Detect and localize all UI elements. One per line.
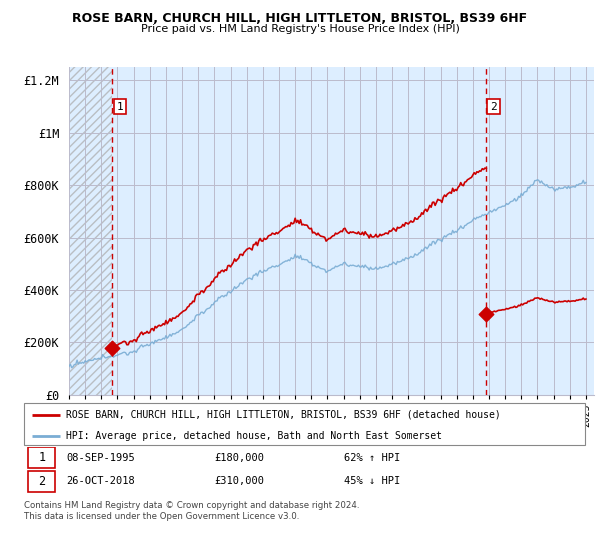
Text: 26-OCT-2018: 26-OCT-2018 [66, 477, 135, 487]
FancyBboxPatch shape [28, 447, 55, 468]
FancyBboxPatch shape [28, 472, 55, 492]
Text: 2: 2 [490, 101, 497, 111]
Text: 62% ↑ HPI: 62% ↑ HPI [344, 452, 400, 463]
Point [107, 343, 117, 352]
Text: 1: 1 [38, 451, 46, 464]
Text: 2: 2 [38, 475, 46, 488]
Text: 1: 1 [116, 101, 123, 111]
Text: 08-SEP-1995: 08-SEP-1995 [66, 452, 135, 463]
Text: £180,000: £180,000 [215, 452, 265, 463]
Bar [69, 67, 112, 395]
Text: HPI: Average price, detached house, Bath and North East Somerset: HPI: Average price, detached house, Bath… [66, 431, 442, 441]
Text: 45% ↓ HPI: 45% ↓ HPI [344, 477, 400, 487]
Point [481, 309, 491, 318]
Text: ROSE BARN, CHURCH HILL, HIGH LITTLETON, BRISTOL, BS39 6HF: ROSE BARN, CHURCH HILL, HIGH LITTLETON, … [73, 12, 527, 25]
Bar [69, 67, 112, 395]
Text: £310,000: £310,000 [215, 477, 265, 487]
Text: Contains HM Land Registry data © Crown copyright and database right 2024.
This d: Contains HM Land Registry data © Crown c… [24, 501, 359, 521]
FancyBboxPatch shape [24, 403, 585, 445]
Text: ROSE BARN, CHURCH HILL, HIGH LITTLETON, BRISTOL, BS39 6HF (detached house): ROSE BARN, CHURCH HILL, HIGH LITTLETON, … [66, 410, 501, 420]
Text: Price paid vs. HM Land Registry's House Price Index (HPI): Price paid vs. HM Land Registry's House … [140, 24, 460, 34]
